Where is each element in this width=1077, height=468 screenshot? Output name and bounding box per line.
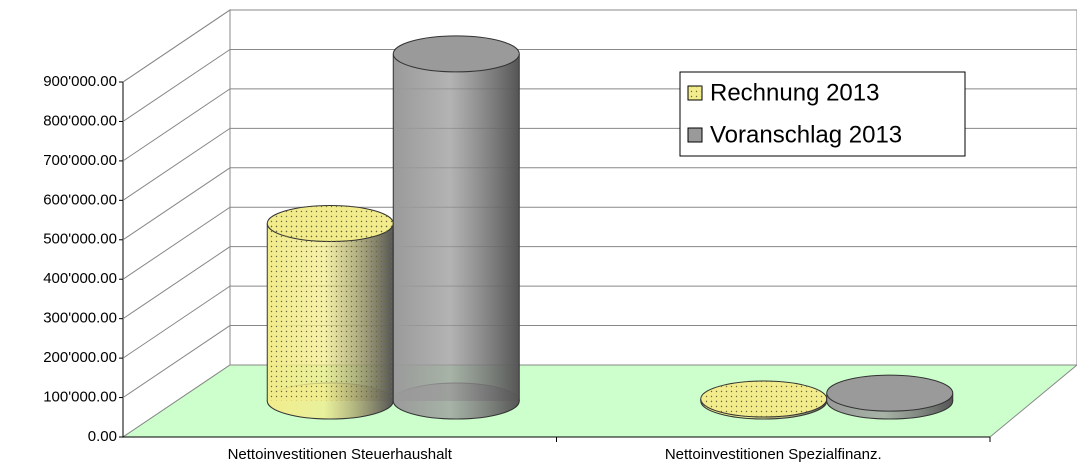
cylinder-texture: [700, 399, 827, 401]
cylinder-top: [392, 35, 520, 73]
grid-line: [122, 9, 1077, 83]
cylinder-top: [826, 374, 954, 412]
y-tick-label: 100'000.00: [43, 389, 117, 406]
side-wall: [122, 9, 231, 438]
y-tick-label: 600'000.00: [43, 191, 117, 208]
grid-line: [122, 48, 1077, 122]
y-tick-label: 400'000.00: [43, 270, 117, 287]
grid-line: [122, 325, 1077, 398]
legend-label: Rechnung 2013: [710, 79, 879, 106]
cylinder: [700, 380, 828, 420]
legend-box: [679, 71, 966, 157]
y-tick-label: 200'000.00: [43, 349, 117, 366]
grid-line: [122, 246, 1077, 320]
legend-texture: [688, 86, 702, 100]
y-tick-label: 300'000.00: [43, 310, 117, 327]
grid-line: [122, 285, 1077, 359]
y-tick-label: 800'000.00: [43, 112, 117, 129]
grid-line: [122, 167, 1077, 241]
x-tick-label: Nettoinvestitionen Spezialfinanz.: [665, 446, 882, 463]
cylinder: [826, 374, 954, 420]
y-tick-label: 900'000.00: [43, 73, 117, 90]
legend-swatch: [687, 127, 703, 143]
y-tick-label: 0.00: [88, 428, 117, 445]
cylinder: [266, 205, 394, 420]
grid-line: [122, 206, 1077, 280]
cylinder: [392, 35, 520, 420]
y-tick-label: 700'000.00: [43, 152, 117, 169]
cylinder-side: [393, 53, 520, 402]
y-tick-label: 500'000.00: [43, 231, 117, 248]
legend-label: Voranschlag 2013: [710, 121, 902, 148]
cylinder-texture: [267, 223, 394, 401]
x-tick-label: Nettoinvestitionen Steuerhaushalt: [228, 446, 453, 463]
